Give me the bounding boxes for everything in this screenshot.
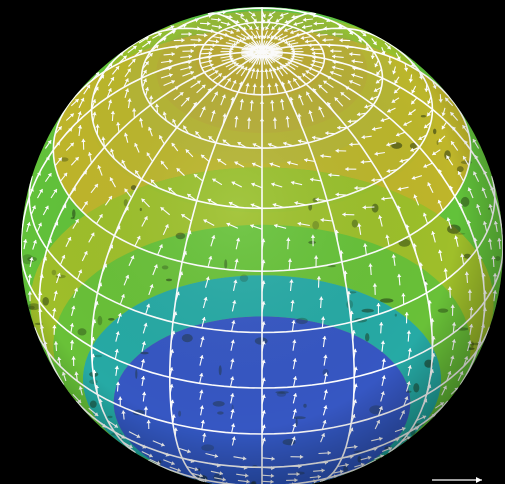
scale-arrow-icon [432,477,482,483]
globe-shading [21,7,503,484]
